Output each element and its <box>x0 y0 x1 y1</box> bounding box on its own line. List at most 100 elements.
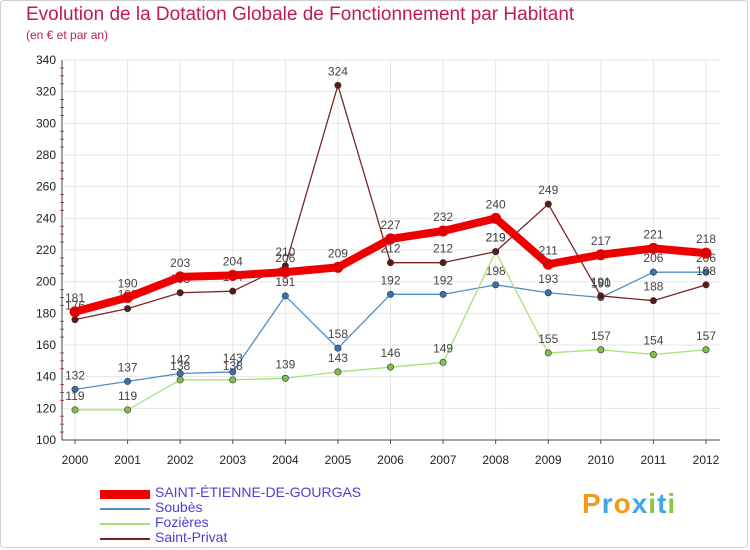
data-label: 154 <box>643 334 663 348</box>
data-label: 191 <box>591 275 611 289</box>
data-label: 212 <box>433 242 453 256</box>
logo-letter: i <box>648 488 658 519</box>
data-point <box>649 297 657 305</box>
legend-label: Saint-Privat <box>155 529 228 545</box>
x-tick-label: 2001 <box>114 453 141 467</box>
data-label: 240 <box>486 197 506 211</box>
data-label: 204 <box>223 254 243 268</box>
y-tick-label: 180 <box>36 306 56 320</box>
data-label: 227 <box>380 218 400 232</box>
data-label: 206 <box>275 251 295 265</box>
logo-letter: x <box>631 488 649 519</box>
data-label: 143 <box>223 351 243 365</box>
y-tick-label: 240 <box>36 211 56 225</box>
data-point <box>174 271 186 283</box>
x-tick-label: 2010 <box>587 453 614 467</box>
data-point <box>385 233 396 245</box>
logo-letter: P <box>582 488 602 519</box>
data-point <box>439 259 447 267</box>
data-point <box>334 81 342 89</box>
x-tick-label: 2003 <box>219 453 246 467</box>
data-label: 119 <box>118 389 137 403</box>
y-tick-label: 280 <box>36 148 56 162</box>
data-label: 158 <box>328 327 348 341</box>
data-label: 142 <box>170 353 190 367</box>
data-point <box>649 350 657 358</box>
x-tick-label: 2002 <box>167 453 194 467</box>
data-label: 149 <box>433 341 453 355</box>
data-point <box>542 258 554 270</box>
data-label: 219 <box>486 231 506 245</box>
data-point <box>386 259 394 267</box>
data-point <box>334 344 342 352</box>
data-point <box>334 368 342 376</box>
data-label: 209 <box>328 246 348 260</box>
legend-swatch <box>100 508 150 510</box>
y-tick-label: 140 <box>36 370 56 384</box>
data-point <box>229 376 237 384</box>
data-point <box>544 289 552 297</box>
data-point <box>229 368 237 376</box>
legend-swatch <box>100 538 150 540</box>
data-label: 198 <box>696 264 716 278</box>
data-point <box>176 289 184 297</box>
data-point <box>124 406 132 414</box>
data-label: 211 <box>539 243 558 257</box>
legend-label: Soubès <box>155 499 203 515</box>
x-tick-label: 2011 <box>641 453 667 467</box>
logo-letter: i <box>667 488 677 519</box>
data-point <box>544 200 552 208</box>
x-tick-label: 2012 <box>693 453 720 467</box>
data-point <box>702 268 710 276</box>
x-tick-label: 2008 <box>482 453 509 467</box>
y-tick-label: 220 <box>36 243 56 257</box>
data-point <box>492 248 500 256</box>
x-tick-label: 2004 <box>272 453 299 467</box>
data-point <box>124 377 132 385</box>
data-point <box>597 292 605 300</box>
data-label: 198 <box>486 264 506 278</box>
data-point <box>281 374 289 382</box>
x-tick-label: 2007 <box>430 453 457 467</box>
data-label: 219 <box>486 231 506 245</box>
y-tick-label: 160 <box>36 338 56 352</box>
logo-letter: t <box>657 488 668 519</box>
data-label: 221 <box>643 227 663 241</box>
data-label: 138 <box>170 359 190 373</box>
proxiti-logo: Proxiti <box>582 488 676 520</box>
data-label: 155 <box>538 332 558 346</box>
legend-label: SAINT-ÉTIENNE-DE-GOURGAS <box>155 484 362 500</box>
data-point <box>386 290 394 298</box>
data-point <box>544 349 552 357</box>
data-point <box>700 247 712 259</box>
data-point <box>386 363 394 371</box>
data-label: 190 <box>118 277 138 291</box>
data-label: 143 <box>328 351 348 365</box>
data-label: 203 <box>170 256 190 270</box>
data-point <box>649 268 657 276</box>
data-label: 138 <box>223 359 243 373</box>
y-tick-label: 260 <box>36 180 56 194</box>
data-point <box>332 261 344 273</box>
data-label: 249 <box>538 183 558 197</box>
data-point <box>176 376 184 384</box>
data-point <box>492 281 500 289</box>
data-label: 146 <box>380 346 400 360</box>
data-label: 206 <box>643 251 663 265</box>
y-tick-label: 100 <box>36 433 56 447</box>
x-tick-label: 2005 <box>325 453 352 467</box>
data-point <box>71 316 79 324</box>
legend-swatch <box>100 489 150 499</box>
data-point <box>597 346 605 354</box>
y-tick-label: 320 <box>36 85 56 99</box>
y-tick-label: 300 <box>36 116 56 130</box>
x-tick-label: 2000 <box>62 453 89 467</box>
data-label: 192 <box>380 273 400 287</box>
data-label: 139 <box>275 357 295 371</box>
logo-letter: o <box>613 488 632 519</box>
data-point <box>71 406 79 414</box>
data-label: 324 <box>328 64 348 78</box>
data-point <box>229 287 237 295</box>
